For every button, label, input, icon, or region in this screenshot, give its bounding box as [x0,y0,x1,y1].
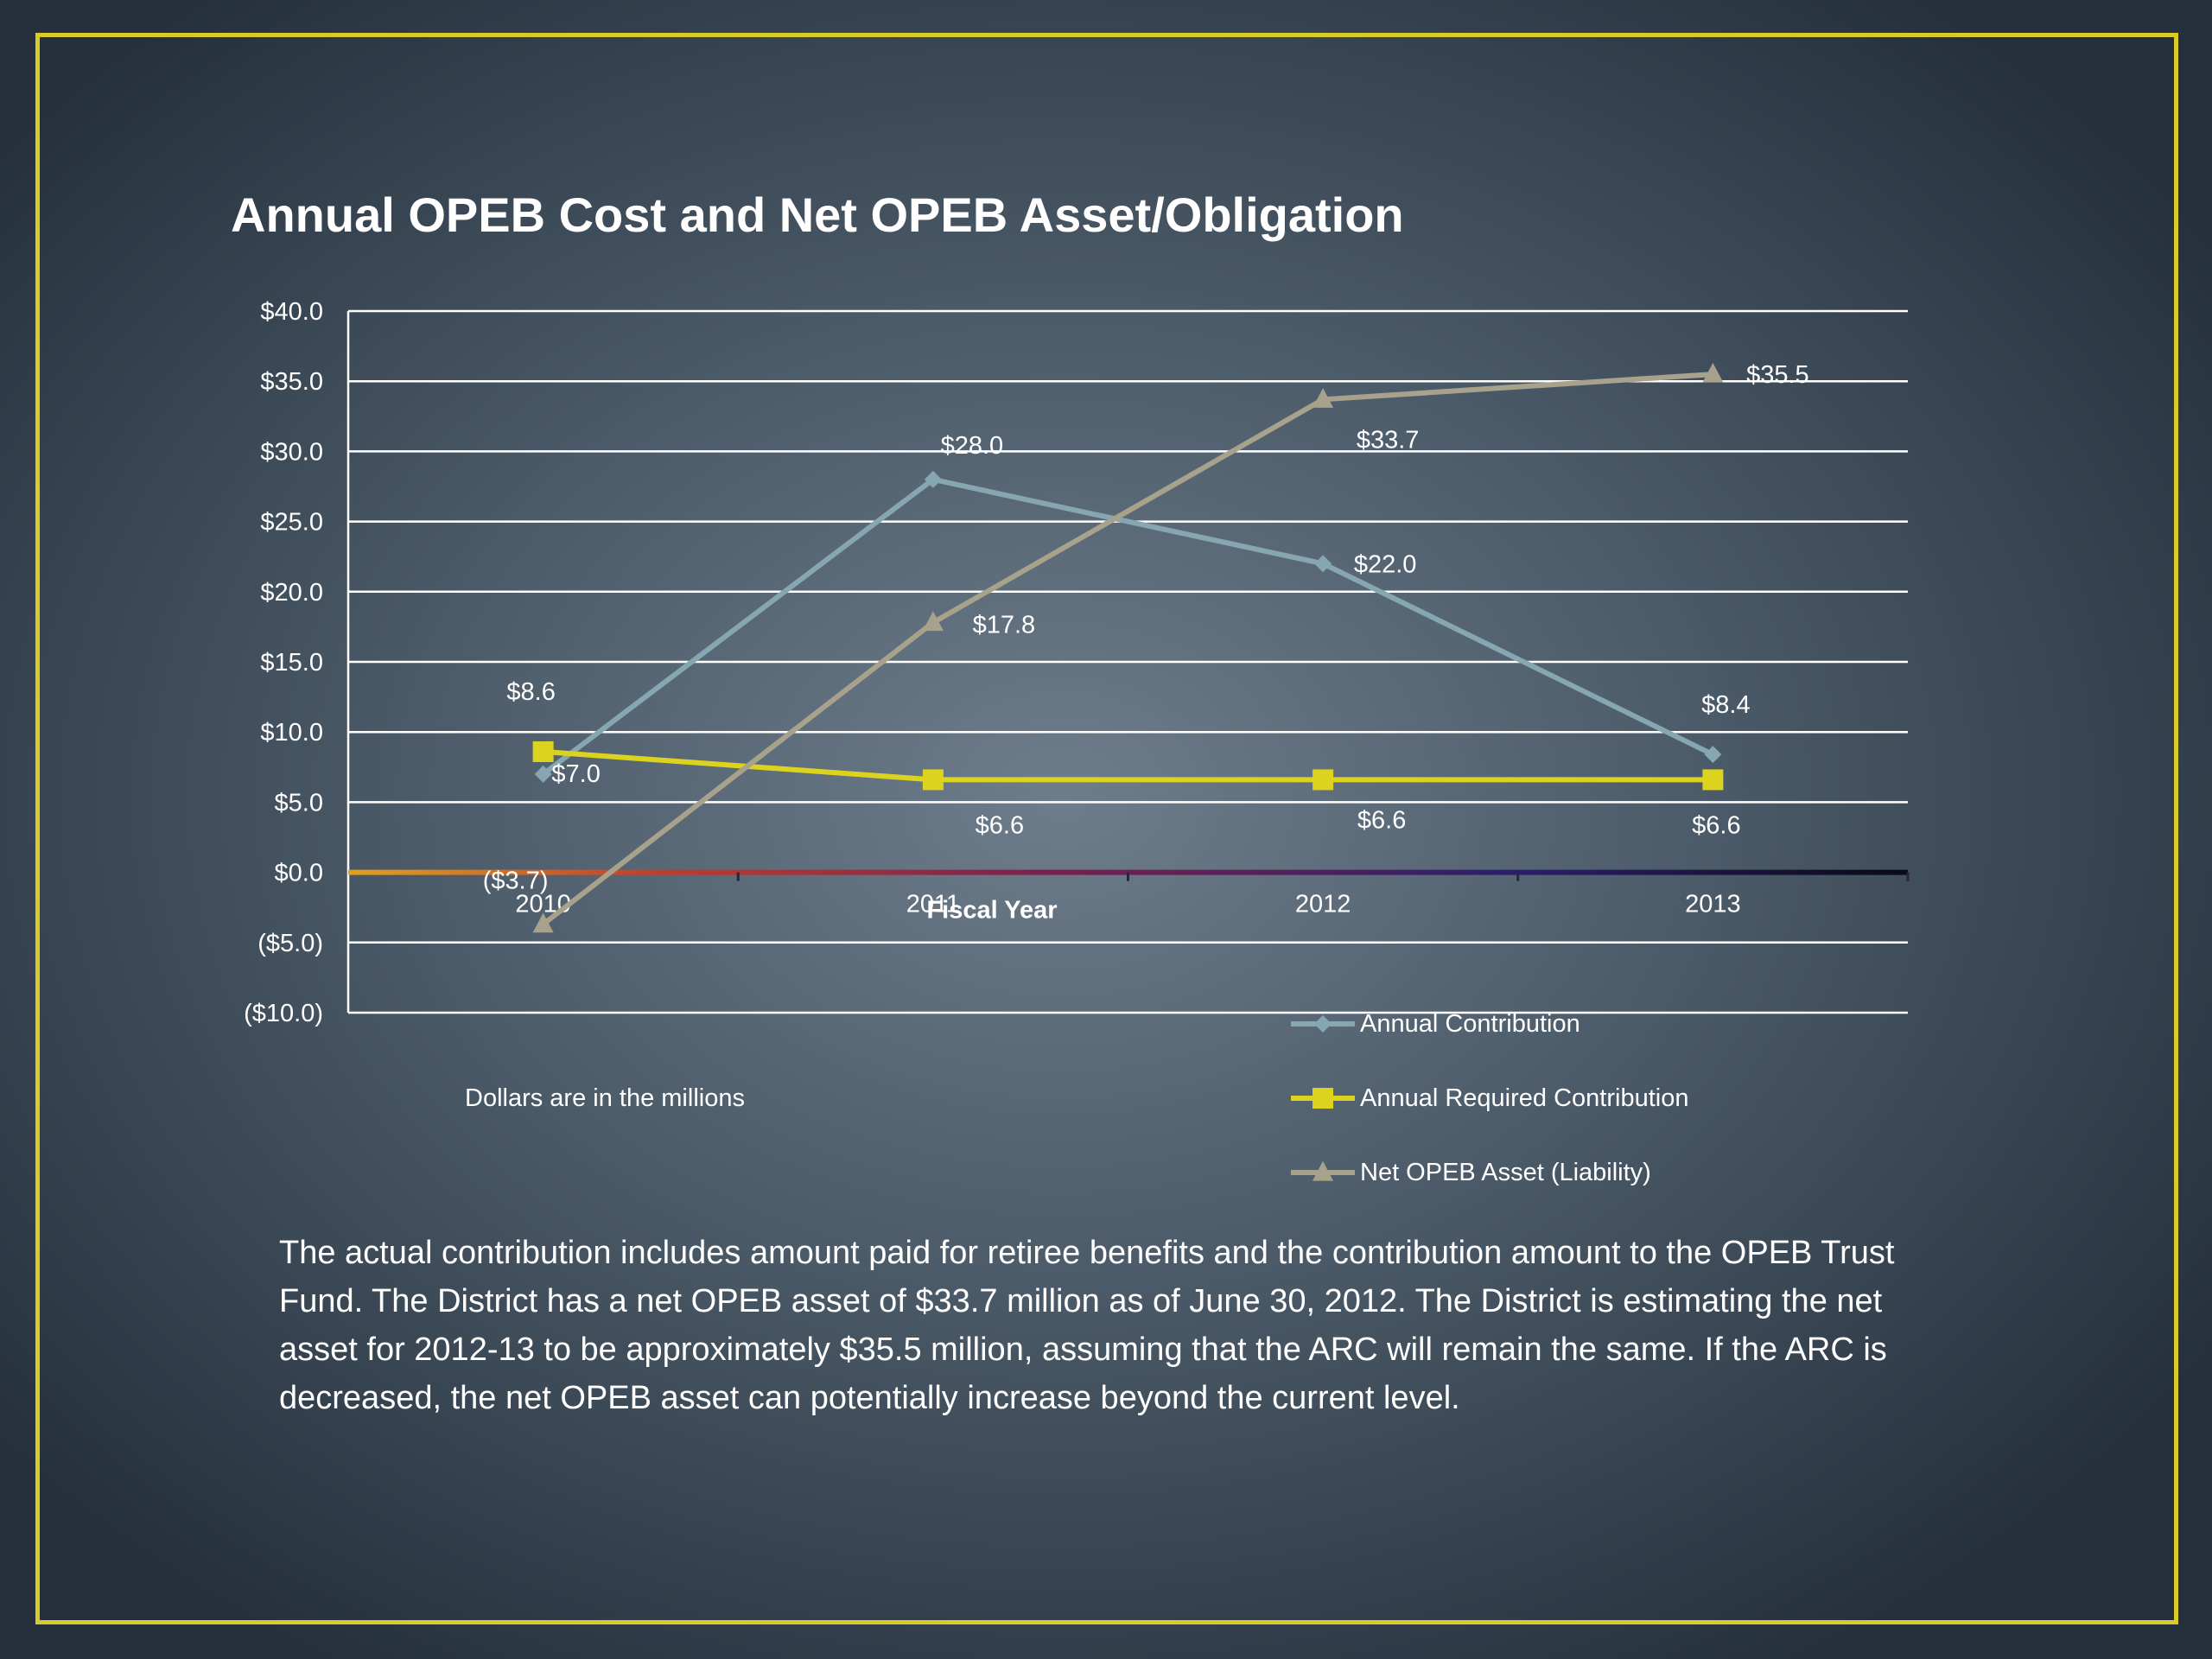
data-point [1702,362,1724,383]
data-point [1704,746,1722,764]
slide-frame [35,33,2178,1624]
y-tick-label: ($5.0) [257,930,323,957]
y-tick-label: $40.0 [260,298,323,326]
data-point [532,741,554,762]
data-label: $8.6 [506,678,555,706]
x-axis-title: Fiscal Year [926,897,1057,925]
x-tick-label: 2013 [1685,891,1741,918]
legend-swatch-marker [1313,1088,1333,1109]
legend-swatch [1291,1088,1355,1109]
data-label: $33.7 [1357,426,1420,454]
legend-item: Net OPEB Asset (Liability) [1289,1155,1773,1190]
y-tick-label: ($10.0) [244,1000,323,1027]
legend-item: Annual Contribution [1289,1007,1773,1041]
y-tick-label: $35.0 [260,368,323,396]
legend-swatch [1291,1160,1355,1181]
data-label: $17.8 [973,612,1036,639]
data-label: $7.0 [551,760,600,788]
legend-swatch-marker [1314,1015,1332,1033]
data-point [532,912,554,933]
data-point [1313,769,1334,791]
data-label: $6.6 [1357,806,1406,834]
y-tick-label: $0.0 [275,860,323,887]
x-tick-label: 2012 [1295,891,1351,918]
data-point [1313,388,1334,408]
data-label: $35.5 [1746,361,1809,389]
legend-item: Annual Required Contribution [1289,1081,1773,1116]
description-text: The actual contribution includes amount … [279,1235,1895,1416]
y-tick-label: $25.0 [260,509,323,537]
y-tick-label: $5.0 [275,789,323,817]
y-tick-label: $10.0 [260,719,323,747]
data-point [1702,769,1724,791]
data-label: $8.4 [1701,691,1750,719]
y-tick-label: $15.0 [260,649,323,677]
data-label: $6.6 [1692,811,1740,839]
legend-label: Net OPEB Asset (Liability) [1360,1158,1651,1186]
data-point [924,470,942,488]
legend-swatch-marker [1313,1160,1333,1181]
legend-swatch [1291,1015,1355,1033]
legend-label: Annual Contribution [1360,1009,1580,1038]
y-tick-label: $20.0 [260,579,323,607]
data-point [1314,555,1332,573]
data-point [534,765,552,783]
y-tick-label: $30.0 [260,438,323,466]
data-point [922,611,944,632]
chart-annotation: Dollars are in the millions [465,1084,745,1112]
data-label: $22.0 [1354,550,1417,578]
series-line [543,748,1713,783]
data-label: ($3.7) [483,868,549,895]
data-point [922,769,944,791]
x-tick-label: 2011 [906,891,960,918]
data-label: $28.0 [941,432,1004,460]
legend-label: Annual Required Contribution [1360,1084,1689,1112]
chart-title: Annual OPEB Cost and Net OPEB Asset/Obli… [231,188,1404,242]
series-line [541,476,1714,777]
data-label: $6.6 [976,811,1024,839]
series-line [541,372,1713,927]
